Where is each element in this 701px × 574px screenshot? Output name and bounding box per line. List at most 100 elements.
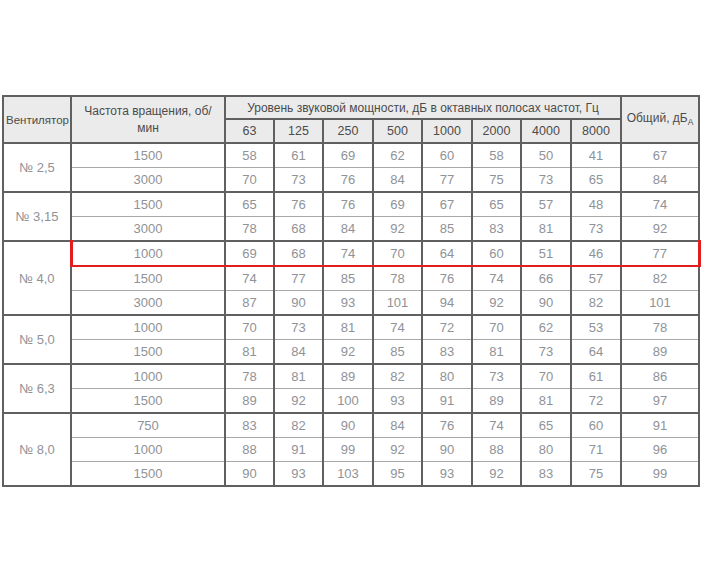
speed-cell: 750 xyxy=(71,413,225,438)
level-cell: 65 xyxy=(571,168,621,193)
total-cell: 84 xyxy=(621,168,699,193)
table-row: № 6,31000788189828073706186 xyxy=(3,364,699,389)
header-freq-250: 250 xyxy=(323,119,373,143)
total-cell: 67 xyxy=(621,143,699,168)
level-cell: 41 xyxy=(571,143,621,168)
speed-cell: 3000 xyxy=(71,217,225,242)
level-cell: 76 xyxy=(422,413,472,438)
header-row-main: Вентилятор Частота вращения, об/мин Уров… xyxy=(3,96,699,119)
level-cell: 69 xyxy=(225,241,274,266)
speed-cell: 1000 xyxy=(71,241,225,266)
level-cell: 88 xyxy=(225,438,274,462)
speed-cell: 3000 xyxy=(71,168,225,193)
level-cell: 85 xyxy=(373,340,422,365)
level-cell: 83 xyxy=(225,413,274,438)
level-cell: 76 xyxy=(274,192,323,217)
level-cell: 92 xyxy=(274,389,323,414)
level-cell: 70 xyxy=(521,364,571,389)
level-cell: 83 xyxy=(422,340,472,365)
level-cell: 84 xyxy=(373,413,422,438)
level-cell: 90 xyxy=(274,291,323,316)
level-cell: 57 xyxy=(521,192,571,217)
level-cell: 53 xyxy=(571,315,621,340)
level-cell: 50 xyxy=(521,143,571,168)
table-row: 1500747785787674665782 xyxy=(3,266,699,291)
speed-cell: 1500 xyxy=(71,143,225,168)
level-cell: 75 xyxy=(472,168,521,193)
level-cell: 76 xyxy=(422,266,472,291)
header-freq-8000: 8000 xyxy=(571,119,621,143)
speed-cell: 1500 xyxy=(71,340,225,365)
header-freq-4000: 4000 xyxy=(521,119,571,143)
level-cell: 73 xyxy=(571,217,621,242)
level-cell: 82 xyxy=(571,291,621,316)
level-cell: 88 xyxy=(472,438,521,462)
speed-cell: 1000 xyxy=(71,315,225,340)
level-cell: 92 xyxy=(373,438,422,462)
level-cell: 81 xyxy=(472,340,521,365)
level-cell: 73 xyxy=(274,315,323,340)
level-cell: 76 xyxy=(323,168,373,193)
level-cell: 99 xyxy=(323,438,373,462)
level-cell: 65 xyxy=(472,192,521,217)
level-cell: 100 xyxy=(323,389,373,414)
level-cell: 61 xyxy=(571,364,621,389)
table-row: № 2,51500586169626058504167 xyxy=(3,143,699,168)
total-cell: 97 xyxy=(621,389,699,414)
header-total-text: Общий, дБ xyxy=(627,111,688,125)
level-cell: 80 xyxy=(521,438,571,462)
level-cell: 78 xyxy=(373,266,422,291)
level-cell: 94 xyxy=(422,291,472,316)
total-cell: 86 xyxy=(621,364,699,389)
level-cell: 58 xyxy=(472,143,521,168)
level-cell: 51 xyxy=(521,241,571,266)
table-row: 3000786884928583817392 xyxy=(3,217,699,242)
level-cell: 60 xyxy=(571,413,621,438)
fan-size-cell: № 5,0 xyxy=(3,315,71,364)
level-cell: 75 xyxy=(571,462,621,487)
table-row: 1000889199929088807196 xyxy=(3,438,699,462)
level-cell: 81 xyxy=(521,389,571,414)
level-cell: 93 xyxy=(373,389,422,414)
level-cell: 67 xyxy=(422,192,472,217)
total-cell: 96 xyxy=(621,438,699,462)
level-cell: 93 xyxy=(422,462,472,487)
level-cell: 90 xyxy=(521,291,571,316)
table-header: Вентилятор Частота вращения, об/мин Уров… xyxy=(3,96,699,143)
total-cell: 78 xyxy=(621,315,699,340)
level-cell: 68 xyxy=(274,241,323,266)
fan-size-cell: № 6,3 xyxy=(3,364,71,413)
level-cell: 62 xyxy=(521,315,571,340)
level-cell: 70 xyxy=(225,168,274,193)
table-row: № 8,0750838290847674656091 xyxy=(3,413,699,438)
total-cell: 77 xyxy=(621,241,699,266)
level-cell: 87 xyxy=(225,291,274,316)
total-cell: 99 xyxy=(621,462,699,487)
level-cell: 65 xyxy=(521,413,571,438)
speed-cell: 1000 xyxy=(71,438,225,462)
level-cell: 69 xyxy=(373,192,422,217)
speed-cell: 1500 xyxy=(71,389,225,414)
speed-cell: 1500 xyxy=(71,266,225,291)
level-cell: 73 xyxy=(521,340,571,365)
table-row: 300087909310194929082101 xyxy=(3,291,699,316)
level-cell: 83 xyxy=(472,217,521,242)
level-cell: 65 xyxy=(225,192,274,217)
header-total-subscript-a: А xyxy=(688,118,694,128)
header-freq-125: 125 xyxy=(274,119,323,143)
level-cell: 78 xyxy=(225,364,274,389)
level-cell: 81 xyxy=(225,340,274,365)
level-cell: 78 xyxy=(225,217,274,242)
level-cell: 74 xyxy=(373,315,422,340)
speed-cell: 3000 xyxy=(71,291,225,316)
level-cell: 90 xyxy=(422,438,472,462)
level-cell: 66 xyxy=(521,266,571,291)
speed-cell: 1000 xyxy=(71,364,225,389)
header-freq-1000: 1000 xyxy=(422,119,472,143)
level-cell: 74 xyxy=(323,241,373,266)
level-cell: 70 xyxy=(472,315,521,340)
table-row: № 5,01000707381747270625378 xyxy=(3,315,699,340)
level-cell: 64 xyxy=(422,241,472,266)
speed-cell: 1500 xyxy=(71,192,225,217)
level-cell: 101 xyxy=(373,291,422,316)
